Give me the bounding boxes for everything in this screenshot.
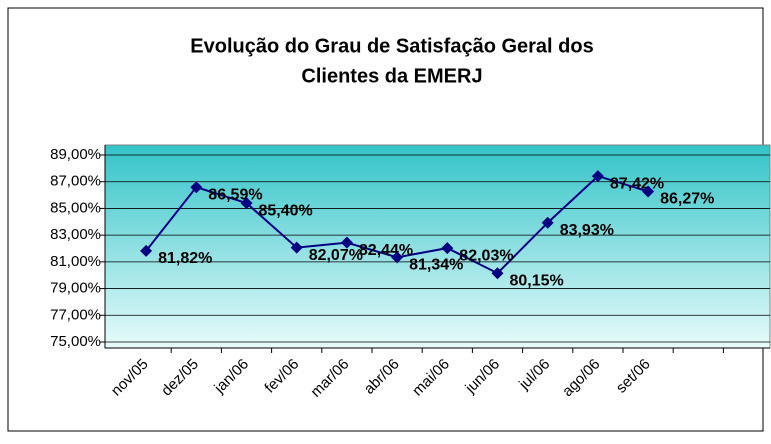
marker: [240, 197, 253, 210]
marker: [491, 267, 504, 280]
data-label: 82,44%: [359, 242, 413, 259]
data-label: 86,59%: [208, 186, 262, 203]
marker: [441, 242, 454, 255]
data-label: 81,34%: [409, 257, 463, 274]
marker: [290, 241, 303, 254]
chart-title: Clientes da EMERJ: [301, 65, 482, 87]
y-tick-label: 75,00%: [50, 333, 101, 350]
data-label: 83,93%: [560, 222, 614, 239]
marker: [642, 185, 655, 198]
data-label: 86,27%: [660, 191, 714, 208]
y-tick-label: 89,00%: [50, 146, 101, 163]
plot-area: [104, 144, 771, 349]
marker: [391, 251, 404, 264]
data-label: 81,82%: [158, 250, 212, 267]
data-label: 87,42%: [610, 175, 664, 192]
data-label: 80,15%: [510, 272, 564, 289]
marker: [591, 170, 604, 183]
marker: [541, 216, 554, 229]
marker: [140, 244, 153, 257]
y-tick-label: 85,00%: [50, 199, 101, 216]
y-tick-label: 81,00%: [50, 253, 101, 270]
y-tick-label: 77,00%: [50, 306, 101, 323]
data-label: 85,40%: [259, 202, 313, 219]
y-tick-label: 87,00%: [50, 173, 101, 190]
y-tick-label: 83,00%: [50, 226, 101, 243]
marker: [340, 236, 353, 249]
chart-title: Evolução do Grau de Satisfação Geral dos: [190, 35, 593, 57]
data-label: 82,03%: [459, 247, 513, 264]
data-label: 82,07%: [309, 247, 363, 264]
marker: [190, 181, 203, 194]
y-tick-label: 79,00%: [50, 280, 101, 297]
